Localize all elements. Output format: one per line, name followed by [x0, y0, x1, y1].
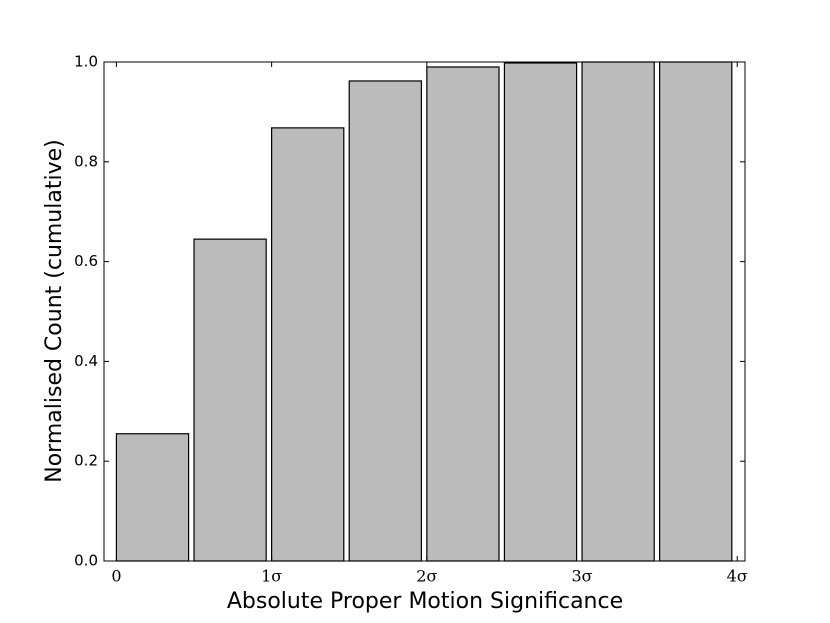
y-tick-label: 0.4 [74, 352, 98, 370]
y-tick-label: 0.8 [74, 152, 98, 170]
x-tick-label: 3σ [571, 567, 592, 586]
bar [193, 238, 267, 562]
bar [271, 127, 345, 562]
x-tick-label: 1σ [261, 567, 282, 586]
y-tick-label: 0.2 [74, 452, 98, 470]
plot-frame [103, 61, 746, 562]
x-tick-label: 4σ [727, 567, 748, 586]
x-tick-label: 2σ [416, 567, 437, 586]
bar [426, 66, 500, 562]
y-tick-label: 0.6 [74, 252, 98, 270]
bar [115, 433, 190, 562]
bar [503, 62, 578, 562]
bar [348, 80, 422, 562]
x-axis-label: Absolute Proper Motion Significance [227, 589, 623, 614]
bar [659, 61, 733, 562]
y-tick-label: 0.0 [74, 552, 98, 570]
bar [581, 61, 655, 562]
y-tick-label: 1.0 [74, 53, 98, 71]
y-axis-label: Normalised Count (cumulative) [42, 139, 67, 482]
x-tick-label: 0 [111, 567, 121, 586]
